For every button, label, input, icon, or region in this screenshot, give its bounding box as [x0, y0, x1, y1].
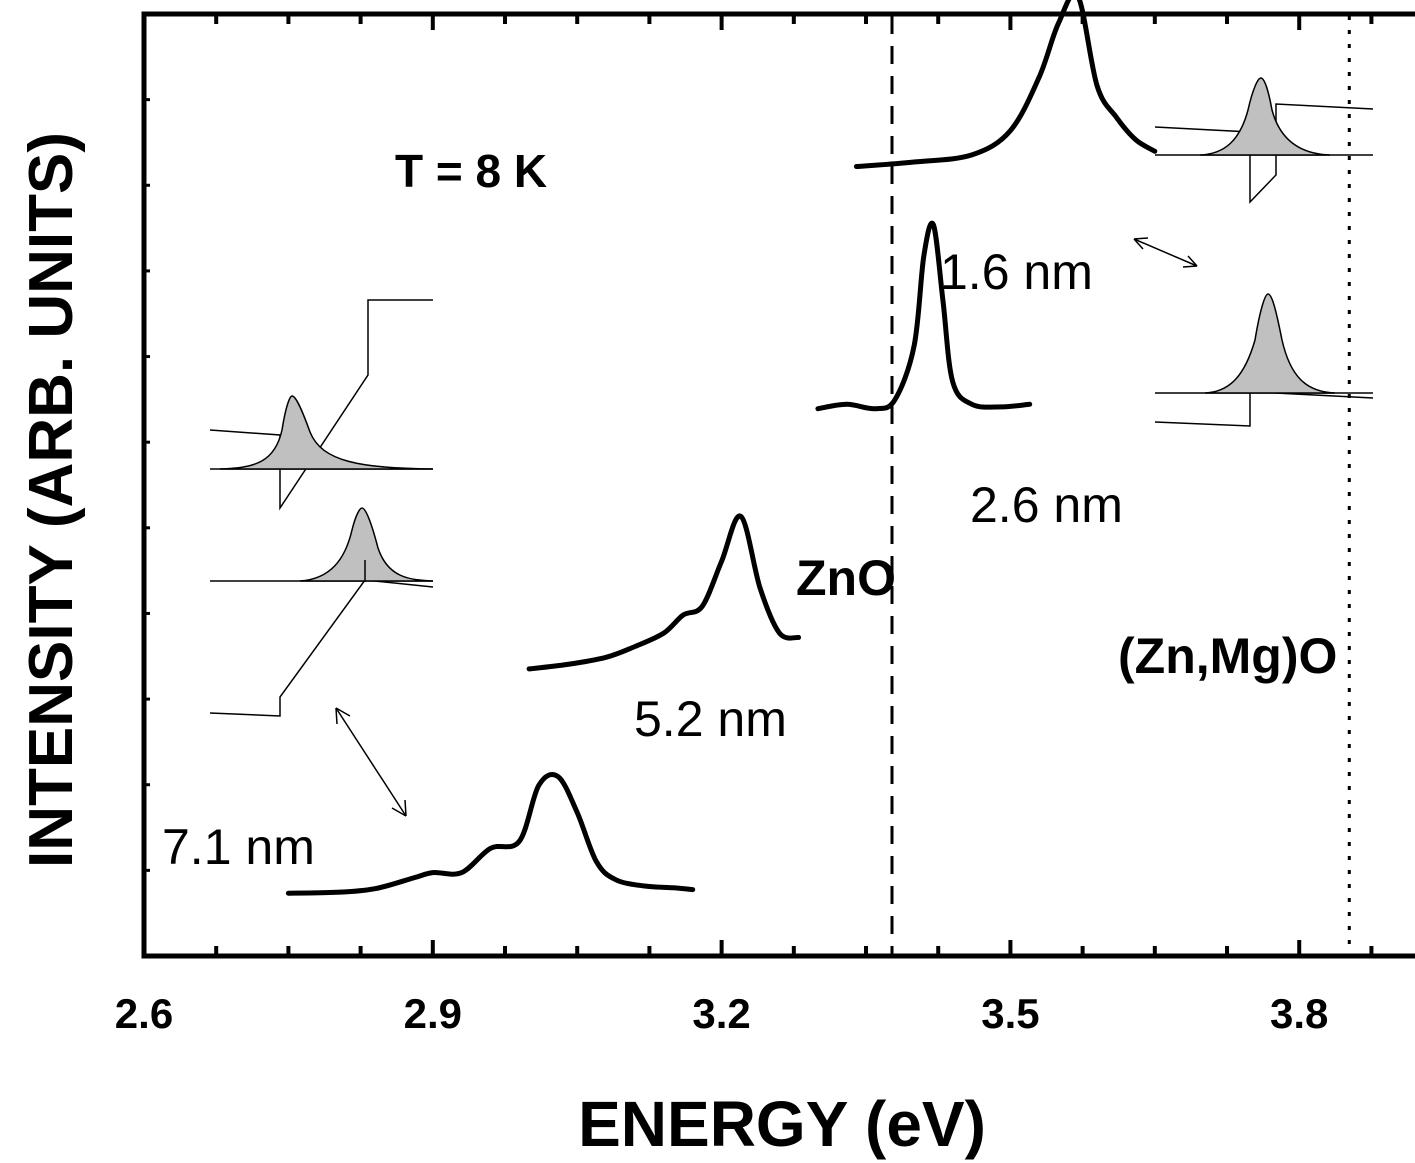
band-diagram-16nm-lower — [1154, 293, 1374, 427]
x-tick-label: 2.9 — [404, 990, 462, 1037]
x-tick-label: 3.8 — [1270, 990, 1328, 1037]
spectrum-line-2 — [526, 513, 802, 672]
x-tick-labels: 2.6 2.9 3.2 3.5 3.8 — [115, 990, 1329, 1037]
spectrum-line-1 — [285, 772, 696, 896]
series-group — [285, 0, 1158, 896]
y-axis-title: INTENSITY (ARB. UNITS) — [17, 132, 86, 868]
double-arrow-16nm — [1133, 237, 1198, 268]
series-label-1nm: 1.6 nm — [940, 244, 1093, 300]
band-diagram-16nm-upper — [1154, 77, 1374, 204]
x-tick-label: 3.2 — [692, 990, 750, 1037]
plot-frame — [141, 11, 1415, 959]
series-label-7nm: 7.1 nm — [162, 819, 315, 875]
reference-lines — [890, 16, 1351, 956]
spectrum-line-3 — [815, 220, 1033, 412]
double-arrow-7nm — [335, 707, 407, 817]
series-label-5nm: 5.2 nm — [634, 691, 787, 747]
x-tick-label: 2.6 — [115, 990, 173, 1037]
x-axis-title: ENERGY (eV) — [578, 1088, 986, 1160]
band-diagram-7nm-lower — [209, 507, 434, 717]
zno-label: ZnO — [796, 550, 896, 606]
temperature-label: T = 8 K — [395, 145, 547, 197]
spectrum-line-4 — [853, 0, 1158, 169]
x-tick-label: 3.5 — [981, 990, 1039, 1037]
series-label-2nm: 2.6 nm — [970, 477, 1123, 533]
znmgo-label: (Zn,Mg)O — [1118, 628, 1337, 684]
band-diagram-7nm-upper — [209, 299, 434, 511]
tick-group — [142, 14, 1374, 956]
